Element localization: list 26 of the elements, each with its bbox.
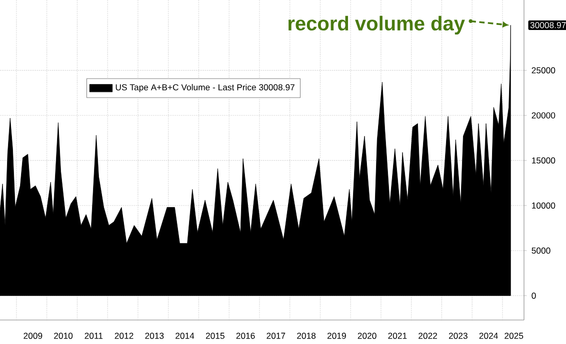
x-tick-label: 2020 xyxy=(358,332,376,339)
legend-label: US Tape A+B+C Volume - Last Price 30008.97 xyxy=(116,84,294,92)
x-tick-label: 2012 xyxy=(114,332,134,339)
x-tick-label: 2010 xyxy=(54,332,73,339)
y-tick-label: 0 xyxy=(532,292,536,299)
annotation: record volume day xyxy=(288,16,465,34)
y-tick-label: 25000 xyxy=(532,67,556,74)
x-tick-label: 2023 xyxy=(448,332,468,339)
x-tick-label: 2015 xyxy=(206,332,224,339)
x-tick-label: 2009 xyxy=(24,332,42,339)
x-tick-label: 2013 xyxy=(145,332,164,339)
x-tick-label: 2024 xyxy=(479,332,498,339)
y-tick-label: 10000 xyxy=(532,202,556,209)
annotation: 30008.97 xyxy=(530,22,566,28)
x-tick-label: 2014 xyxy=(176,332,194,339)
y-tick-label: 5000 xyxy=(532,248,550,254)
y-tick-label: 20000 xyxy=(532,112,556,118)
x-tick-label: 2017 xyxy=(266,332,286,339)
x-tick-label: 2022 xyxy=(418,332,437,339)
x-tick-label: 2016 xyxy=(236,332,255,339)
y-tick-label: 15000 xyxy=(532,157,556,164)
x-tick-label: 2025 xyxy=(504,332,524,339)
x-tick-label: 2011 xyxy=(84,332,103,339)
x-tick-label: 2019 xyxy=(327,332,346,339)
x-tick-label: 2018 xyxy=(297,332,316,339)
x-tick-label: 2021 xyxy=(388,332,407,339)
